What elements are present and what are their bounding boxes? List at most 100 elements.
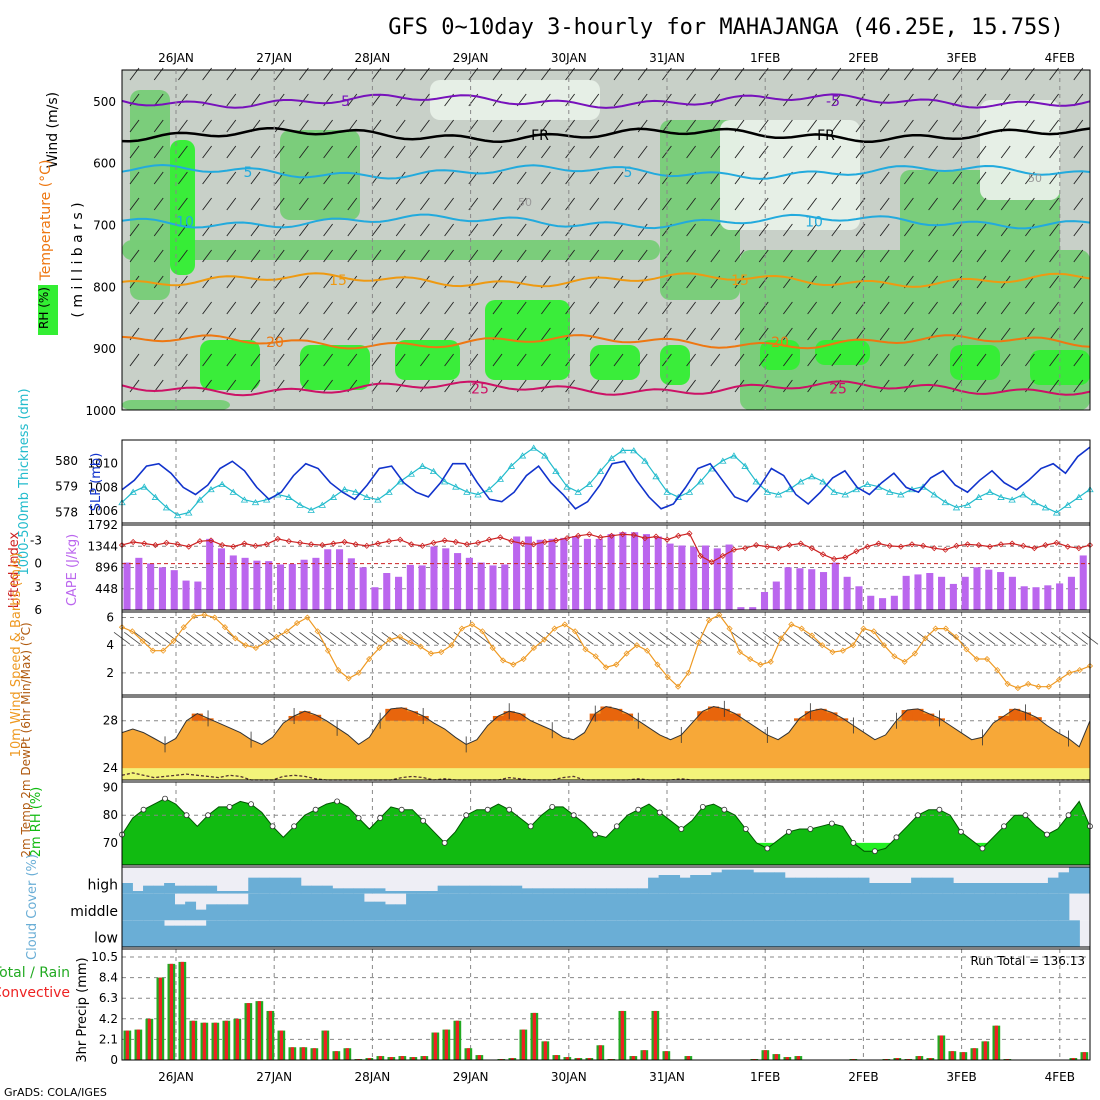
cape-bar xyxy=(713,548,721,610)
li-point xyxy=(430,539,437,546)
wind-barb xyxy=(952,119,963,133)
thickness-point xyxy=(218,480,226,487)
wind-barb xyxy=(758,197,769,211)
cloud-bar xyxy=(521,888,533,894)
wind-barb xyxy=(637,171,648,185)
precip-convective-bar xyxy=(653,1010,657,1060)
wind-speed-point xyxy=(932,625,939,632)
wind-barb xyxy=(516,145,527,159)
thickness-point xyxy=(618,447,627,454)
precip-convective-bar xyxy=(1082,1052,1086,1060)
wind-barb xyxy=(202,197,212,211)
li-point xyxy=(308,541,315,548)
wind-barb xyxy=(153,327,164,341)
precip-convective-bar xyxy=(466,1048,470,1060)
wind-barb xyxy=(637,223,648,237)
wind-barb xyxy=(535,631,553,645)
precip-convective-bar xyxy=(279,1030,283,1060)
wind-speed-point xyxy=(489,644,496,652)
thickness-point xyxy=(351,488,360,495)
wind-barb xyxy=(710,301,721,315)
wind-speed-point xyxy=(530,644,537,652)
rh-patch xyxy=(122,240,660,260)
wind-barb xyxy=(807,301,817,315)
wind-barb xyxy=(274,327,285,341)
cape-bar xyxy=(147,563,155,610)
wind-barb xyxy=(216,631,234,645)
wind-barb xyxy=(1025,249,1035,263)
cloud-bar xyxy=(995,883,1007,894)
li-axis-label: Lifted Index xyxy=(7,531,22,608)
wind-barb xyxy=(226,275,237,289)
wind-barb xyxy=(178,301,188,315)
cloud-bar xyxy=(1016,893,1028,921)
wind-barb xyxy=(1073,327,1084,341)
wind-barb xyxy=(178,145,188,159)
wind-speed-point xyxy=(788,621,795,628)
wind-barb xyxy=(1073,197,1084,211)
wind-axis-label: 10m Wind Speed & Barbs (m/s) xyxy=(9,553,24,758)
date-label-bottom: 29JAN xyxy=(453,1070,489,1084)
cloud-bar xyxy=(500,893,512,921)
rh-point xyxy=(850,839,857,846)
cloud-bar xyxy=(1005,883,1017,894)
cape-bar xyxy=(631,532,639,610)
cloud-bar xyxy=(395,904,407,921)
li-point xyxy=(986,543,993,550)
precip-convective-bar xyxy=(411,1057,415,1060)
wind-barb xyxy=(1073,353,1084,367)
wind-speed-point xyxy=(427,650,435,657)
cloud-bar xyxy=(911,877,923,894)
wind-barb xyxy=(371,275,382,289)
wind-barb xyxy=(323,145,333,159)
wind-barb xyxy=(613,353,624,367)
wind-barb xyxy=(947,631,965,645)
cloud-bar xyxy=(921,893,933,921)
cloud-bar xyxy=(132,920,144,947)
cloud-bar xyxy=(342,920,354,947)
cloud-bar xyxy=(711,893,723,921)
precip-tick: 0 xyxy=(110,1053,118,1067)
cape-bar xyxy=(949,583,957,610)
thickness-line xyxy=(121,447,1091,516)
li-point xyxy=(1020,542,1027,549)
cloud-bar xyxy=(300,893,312,921)
li-point xyxy=(875,540,882,547)
cape-bar xyxy=(383,573,391,610)
cloud-bar xyxy=(963,893,975,921)
wind-speed-point xyxy=(324,647,332,654)
precip-convective-bar xyxy=(301,1047,305,1060)
cloud-bar xyxy=(227,920,239,947)
wind-barb xyxy=(347,275,358,289)
cloud-bar xyxy=(679,920,691,947)
contour-label: 25 xyxy=(471,381,489,397)
cloud-bar xyxy=(374,920,386,947)
wind-speed-point xyxy=(263,639,270,646)
wind-barb xyxy=(371,249,382,263)
date-label-bottom: 2FEB xyxy=(848,1070,878,1084)
cape-tick: 896 xyxy=(95,561,118,575)
wind-barb xyxy=(831,327,842,341)
wind-barb xyxy=(958,631,975,645)
wind-barb xyxy=(185,631,203,645)
wind-barb xyxy=(1000,171,1011,185)
cloud-bar xyxy=(721,869,733,894)
li-line xyxy=(121,532,1091,563)
thickness-point xyxy=(975,493,983,500)
wind-barb xyxy=(831,145,842,159)
wind-barb xyxy=(1073,223,1084,237)
wind-barb xyxy=(589,301,600,315)
wind-speed-point xyxy=(633,642,640,649)
thickness-point xyxy=(173,511,182,519)
wind-speed-point xyxy=(221,624,229,631)
wind-barb xyxy=(613,197,624,211)
rh-point xyxy=(1044,831,1050,838)
wind-barb xyxy=(323,249,333,263)
temperature-axis-label: Temperature (°C) xyxy=(38,160,54,282)
li-point xyxy=(753,542,760,549)
cloud-bar xyxy=(1026,920,1038,947)
wind-barb xyxy=(468,353,479,367)
wind-barb xyxy=(879,93,890,107)
thickness-point xyxy=(1075,493,1083,500)
li-point xyxy=(630,531,637,539)
